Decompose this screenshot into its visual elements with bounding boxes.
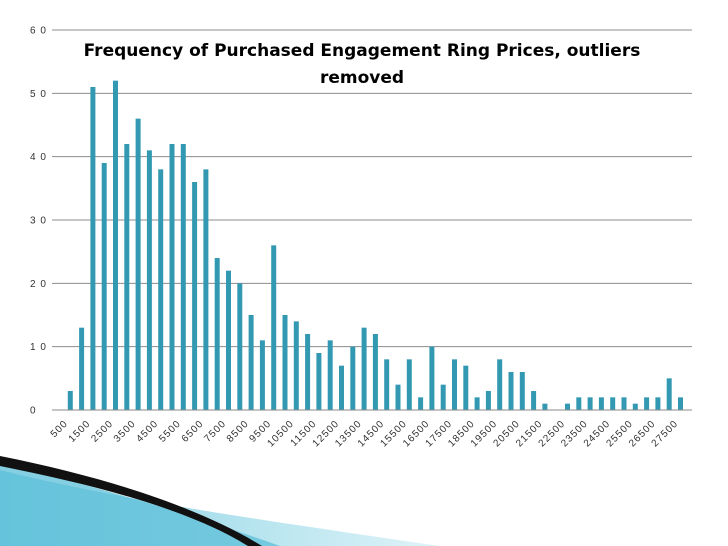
bar <box>339 365 344 410</box>
x-tick-label: 1500 <box>67 418 93 444</box>
bar <box>372 334 378 410</box>
bar <box>214 258 220 410</box>
bar <box>327 340 333 410</box>
bar <box>463 365 469 410</box>
bar <box>113 80 118 411</box>
y-axis-ticks: 0 1 0 2 0 3 0 4 0 5 0 6 0 <box>30 26 47 417</box>
x-axis-ticks: 5001500250035004500550065007500850095001… <box>49 418 681 449</box>
bar <box>350 346 356 410</box>
chart-title-line-1: Frequency of Purchased Engagement Ring P… <box>84 41 641 61</box>
bar <box>406 359 412 410</box>
y-tick-label: 3 0 <box>30 216 47 227</box>
bar <box>135 118 141 411</box>
bar <box>305 334 311 410</box>
bar <box>610 397 616 410</box>
y-tick-label: 4 0 <box>30 152 47 163</box>
x-tick-label: 5500 <box>157 418 183 444</box>
y-tick-label: 1 0 <box>30 342 47 353</box>
bar <box>395 384 401 410</box>
bar <box>180 144 186 410</box>
bar <box>598 397 604 410</box>
bar <box>316 353 322 410</box>
bar <box>203 169 209 410</box>
bar <box>418 397 424 410</box>
bar <box>587 397 593 410</box>
bar <box>271 245 277 410</box>
bar <box>248 315 254 410</box>
bar <box>531 391 537 410</box>
y-tick-label: 0 <box>30 406 37 417</box>
bar <box>497 359 503 410</box>
bar <box>666 378 672 410</box>
y-tick-label: 2 0 <box>30 279 47 290</box>
x-tick-label: 8500 <box>225 418 251 444</box>
bar <box>565 403 570 410</box>
x-tick-label: 2500 <box>89 418 115 444</box>
bar <box>384 359 390 410</box>
bar <box>146 150 152 411</box>
bar <box>79 327 85 410</box>
bar <box>67 391 73 410</box>
chart-title-line-2: removed <box>320 68 404 88</box>
bar <box>542 403 548 410</box>
slide-decoration <box>0 456 440 546</box>
bar <box>90 87 96 410</box>
bars <box>67 80 683 411</box>
bar <box>621 397 627 410</box>
y-tick-label: 5 0 <box>30 89 47 100</box>
bar <box>361 327 367 410</box>
bar <box>101 163 107 410</box>
bar <box>192 182 198 410</box>
x-tick-label: 4500 <box>134 418 160 444</box>
bar <box>429 346 435 410</box>
bar <box>644 397 650 410</box>
bar <box>576 397 582 410</box>
y-tick-label: 6 0 <box>30 26 47 37</box>
swoosh-dark <box>0 456 262 546</box>
x-tick-label: 3500 <box>112 418 138 444</box>
bar <box>440 384 446 410</box>
bar <box>158 169 164 410</box>
bar <box>293 321 299 410</box>
x-tick-label: 7500 <box>202 418 228 444</box>
x-tick-label: 6500 <box>180 418 206 444</box>
bar <box>632 403 638 410</box>
bar <box>678 397 683 410</box>
bar <box>452 359 457 410</box>
bar <box>474 397 480 410</box>
bar <box>237 283 243 410</box>
bar <box>485 391 491 410</box>
bar <box>259 340 265 410</box>
bar <box>655 397 661 410</box>
bar <box>169 144 175 410</box>
bar <box>226 270 231 410</box>
bar <box>282 315 288 410</box>
bar <box>124 144 130 410</box>
bar <box>519 372 525 410</box>
bar <box>508 372 514 410</box>
